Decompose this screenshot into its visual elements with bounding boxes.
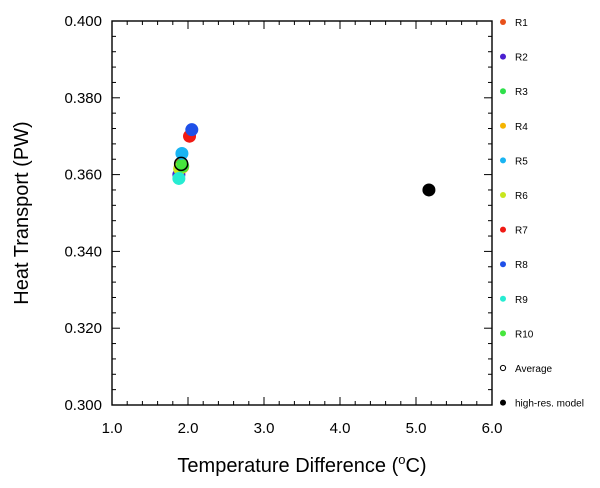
x-tick-label: 4.0 bbox=[330, 420, 351, 437]
legend-label-r2: R2 bbox=[515, 53, 528, 64]
legend-label-r1: R1 bbox=[515, 18, 528, 29]
y-tick-label: 0.340 bbox=[64, 243, 102, 260]
x-tick-label: 1.0 bbox=[102, 420, 123, 437]
y-tick-label: 0.300 bbox=[64, 397, 102, 414]
legend-marker-average bbox=[499, 364, 507, 372]
legend-marker-r8 bbox=[500, 261, 506, 268]
tick-labels: 1.0 2.0 3.0 4.0 5.0 6.0 0.300 0.320 0.340 0.360 0.… bbox=[64, 13, 502, 437]
x-tick-label: 3.0 bbox=[254, 420, 275, 437]
data-point-average bbox=[173, 156, 189, 172]
data-point-r8 bbox=[185, 123, 199, 137]
y-tick-label: 0.360 bbox=[64, 167, 102, 184]
legend-label-high-res-model: high-res. model bbox=[515, 399, 584, 410]
y-tick-label: 0.320 bbox=[64, 320, 102, 337]
x-tick-label: 6.0 bbox=[482, 420, 503, 437]
x-axis-title: Temperature Difference (oC) bbox=[177, 452, 426, 477]
legend-label-r9: R9 bbox=[515, 295, 528, 306]
legend-marker-r5 bbox=[500, 157, 506, 164]
legend-label-r8: R8 bbox=[515, 260, 528, 271]
legend-marker-high-res-model bbox=[500, 399, 506, 406]
legend-label-r7: R7 bbox=[515, 226, 528, 237]
plot-frame bbox=[111, 20, 493, 406]
data-point-high-res-model bbox=[422, 183, 436, 197]
legend-label-average: Average bbox=[515, 364, 553, 375]
x-tick-label: 2.0 bbox=[178, 420, 199, 437]
data-point-r5 bbox=[175, 146, 189, 160]
axis-ticks bbox=[111, 20, 493, 406]
y-axis-title: Heat Transport (PW) bbox=[11, 121, 33, 304]
legend-label-r4: R4 bbox=[515, 122, 528, 133]
legend-marker-r4 bbox=[500, 122, 506, 129]
legend-label-r10: R10 bbox=[515, 329, 534, 340]
legend-label-r3: R3 bbox=[515, 87, 528, 98]
y-tick-label: 0.400 bbox=[64, 13, 102, 30]
legend-label-r6: R6 bbox=[515, 191, 528, 202]
legend-marker-r3 bbox=[500, 88, 506, 95]
legend-marker-r10 bbox=[500, 330, 506, 337]
legend-marker-r7 bbox=[500, 226, 506, 233]
legend: R1 R2 R3 R4 R5 R6 R7 R8 R9 R10 Average high-res. mo… bbox=[499, 18, 584, 410]
legend-label-r5: R5 bbox=[515, 156, 528, 167]
data-points bbox=[172, 123, 436, 197]
legend-marker-r6 bbox=[500, 192, 506, 198]
legend-marker-r9 bbox=[500, 295, 506, 302]
legend-marker-r2 bbox=[500, 53, 506, 60]
data-point-r9 bbox=[172, 171, 186, 185]
y-tick-label: 0.380 bbox=[64, 90, 102, 107]
x-tick-label: 5.0 bbox=[406, 420, 427, 437]
legend-marker-r1 bbox=[500, 19, 506, 25]
